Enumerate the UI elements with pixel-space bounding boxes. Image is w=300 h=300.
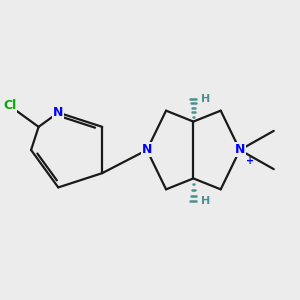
Text: N: N bbox=[53, 106, 64, 119]
Text: +: + bbox=[246, 156, 254, 166]
Text: H: H bbox=[201, 94, 210, 103]
Text: N: N bbox=[142, 143, 152, 157]
Text: H: H bbox=[201, 196, 210, 206]
Text: N: N bbox=[235, 143, 245, 157]
Text: Cl: Cl bbox=[3, 100, 16, 112]
